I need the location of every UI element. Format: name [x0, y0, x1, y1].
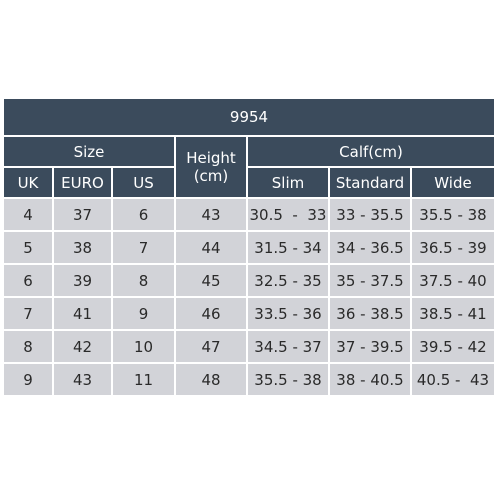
slim-cell: 34.5 - 37: [248, 331, 328, 362]
uk-cell: 5: [4, 232, 52, 263]
slim-cell: 31.5 - 34: [248, 232, 328, 263]
euro-cell: 38: [54, 232, 111, 263]
wide-cell: 35.5 - 38: [412, 199, 494, 230]
us-cell: 11: [113, 364, 174, 395]
us-cell: 9: [113, 298, 174, 329]
height-cell: 45: [176, 265, 246, 296]
us-cell: 10: [113, 331, 174, 362]
table-title: 9954: [4, 99, 494, 135]
uk-cell: 4: [4, 199, 52, 230]
calf-group-header: Calf(cm): [248, 137, 494, 166]
uk-cell: 7: [4, 298, 52, 329]
us-header: US: [113, 168, 174, 197]
us-cell: 7: [113, 232, 174, 263]
us-cell: 6: [113, 199, 174, 230]
wide-header: Wide: [412, 168, 494, 197]
euro-cell: 42: [54, 331, 111, 362]
uk-cell: 9: [4, 364, 52, 395]
standard-cell: 34 - 36.5: [330, 232, 410, 263]
uk-cell: 6: [4, 265, 52, 296]
wide-cell: 38.5 - 41: [412, 298, 494, 329]
height-cell: 46: [176, 298, 246, 329]
height-label: Height (cm): [186, 149, 236, 185]
height-header: Height (cm): [176, 137, 246, 197]
standard-cell: 35 - 37.5: [330, 265, 410, 296]
slim-cell: 30.5 - 33: [248, 199, 328, 230]
slim-cell: 35.5 - 38: [248, 364, 328, 395]
wide-cell: 39.5 - 42: [412, 331, 494, 362]
wide-cell: 40.5 - 43: [412, 364, 494, 395]
size-chart-table: 9954 Size Height (cm) Calf(cm) UK EURO U…: [4, 99, 494, 400]
standard-cell: 33 - 35.5: [330, 199, 410, 230]
us-cell: 8: [113, 265, 174, 296]
height-cell: 48: [176, 364, 246, 395]
slim-cell: 33.5 - 36: [248, 298, 328, 329]
standard-cell: 38 - 40.5: [330, 364, 410, 395]
wide-cell: 36.5 - 39: [412, 232, 494, 263]
size-group-header: Size: [4, 137, 174, 166]
slim-cell: 32.5 - 35: [248, 265, 328, 296]
euro-header: EURO: [54, 168, 111, 197]
uk-header: UK: [4, 168, 52, 197]
euro-cell: 41: [54, 298, 111, 329]
wide-cell: 37.5 - 40: [412, 265, 494, 296]
height-cell: 43: [176, 199, 246, 230]
euro-cell: 43: [54, 364, 111, 395]
standard-header: Standard: [330, 168, 410, 197]
euro-cell: 39: [54, 265, 111, 296]
standard-cell: 36 - 38.5: [330, 298, 410, 329]
height-cell: 47: [176, 331, 246, 362]
uk-cell: 8: [4, 331, 52, 362]
standard-cell: 37 - 39.5: [330, 331, 410, 362]
euro-cell: 37: [54, 199, 111, 230]
height-cell: 44: [176, 232, 246, 263]
slim-header: Slim: [248, 168, 328, 197]
